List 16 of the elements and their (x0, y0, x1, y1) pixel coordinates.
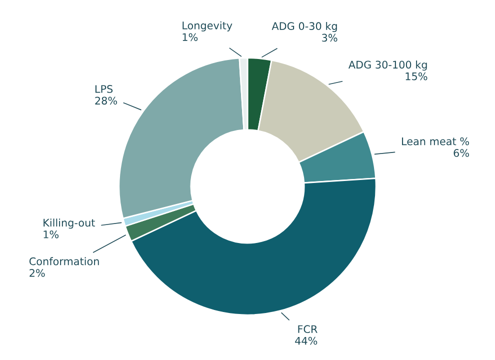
data-label: 1% (182, 33, 198, 42)
slice-label: FCR (298, 325, 318, 334)
data-label: 44% (295, 336, 318, 345)
slice-label: ADG 0-30 kg (272, 22, 337, 32)
slice-label: Killing-out (44, 218, 95, 229)
data-label: 2% (30, 269, 45, 277)
data-label: 28% (95, 96, 118, 105)
slice-label: ADG 30-100 kg (348, 60, 427, 71)
data-label: 1% (44, 230, 59, 238)
slice-label: Longevity (182, 21, 232, 32)
data-label: 15% (406, 72, 428, 80)
data-label: 3% (322, 34, 338, 42)
data-label: 6% (454, 149, 469, 157)
slice-label: Conformation (29, 257, 99, 266)
slice-label: Lean meat % (402, 137, 469, 146)
slice-label: LPS (95, 85, 113, 93)
